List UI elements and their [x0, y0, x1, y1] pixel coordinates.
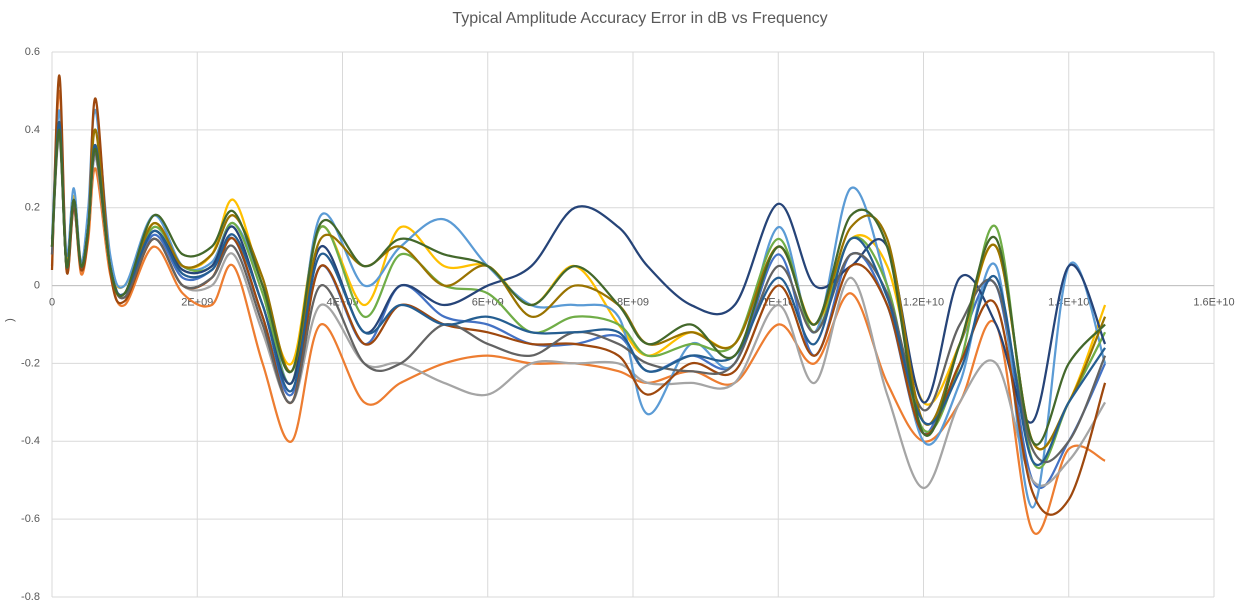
y-tick-label: -0.6 — [21, 513, 40, 525]
y-tick-label: -0.2 — [21, 357, 40, 369]
chart-title: Typical Amplitude Accuracy Error in dB v… — [452, 10, 827, 27]
x-tick-label: 1E+10 — [762, 296, 794, 308]
y-tick-label: 0.4 — [25, 124, 40, 136]
x-tick-label: 1.6E+10 — [1193, 296, 1234, 308]
series-line — [50, 89, 1106, 535]
x-tick-label: 1.4E+10 — [1048, 296, 1089, 308]
y-tick-label: 0 — [34, 279, 40, 291]
y-tick-label: -0.4 — [21, 435, 40, 447]
series-line — [50, 136, 1107, 490]
series-line — [50, 74, 1107, 516]
x-tick-label: 0 — [49, 296, 55, 308]
series-line — [50, 109, 1107, 509]
y-tick-label: 0.6 — [25, 46, 40, 58]
x-tick-label: 8E+09 — [617, 296, 649, 308]
y-tick-label: -0.8 — [21, 591, 40, 603]
series-line — [50, 128, 1106, 446]
y-tick-label: 0.2 — [25, 202, 40, 214]
x-tick-label: 1.2E+10 — [903, 296, 944, 308]
y-axis-label: ) — [4, 318, 16, 322]
